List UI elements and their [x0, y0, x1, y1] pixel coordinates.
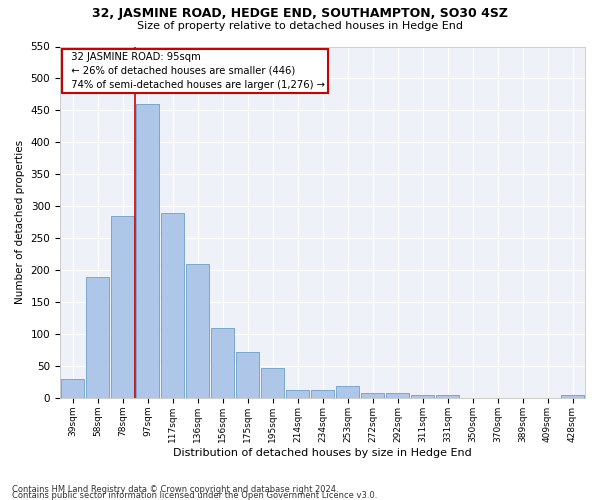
Bar: [211, 328, 234, 398]
Bar: [411, 394, 434, 398]
Bar: [236, 352, 259, 398]
Y-axis label: Number of detached properties: Number of detached properties: [15, 140, 25, 304]
X-axis label: Distribution of detached houses by size in Hedge End: Distribution of detached houses by size …: [173, 448, 472, 458]
Bar: [386, 394, 409, 398]
Bar: [436, 394, 459, 398]
Bar: [286, 390, 309, 398]
Text: Size of property relative to detached houses in Hedge End: Size of property relative to detached ho…: [137, 21, 463, 31]
Bar: [336, 386, 359, 398]
Bar: [86, 276, 109, 398]
Text: 32, JASMINE ROAD, HEDGE END, SOUTHAMPTON, SO30 4SZ: 32, JASMINE ROAD, HEDGE END, SOUTHAMPTON…: [92, 8, 508, 20]
Bar: [61, 379, 84, 398]
Bar: [261, 368, 284, 398]
Bar: [561, 394, 584, 398]
Text: Contains HM Land Registry data © Crown copyright and database right 2024.: Contains HM Land Registry data © Crown c…: [12, 485, 338, 494]
Bar: [186, 264, 209, 398]
Bar: [361, 393, 384, 398]
Text: Contains public sector information licensed under the Open Government Licence v3: Contains public sector information licen…: [12, 491, 377, 500]
Bar: [111, 216, 134, 398]
Bar: [311, 390, 334, 398]
Bar: [161, 212, 184, 398]
Bar: [136, 104, 159, 398]
Text: 32 JASMINE ROAD: 95sqm
  ← 26% of detached houses are smaller (446)
  74% of sem: 32 JASMINE ROAD: 95sqm ← 26% of detached…: [65, 52, 325, 90]
